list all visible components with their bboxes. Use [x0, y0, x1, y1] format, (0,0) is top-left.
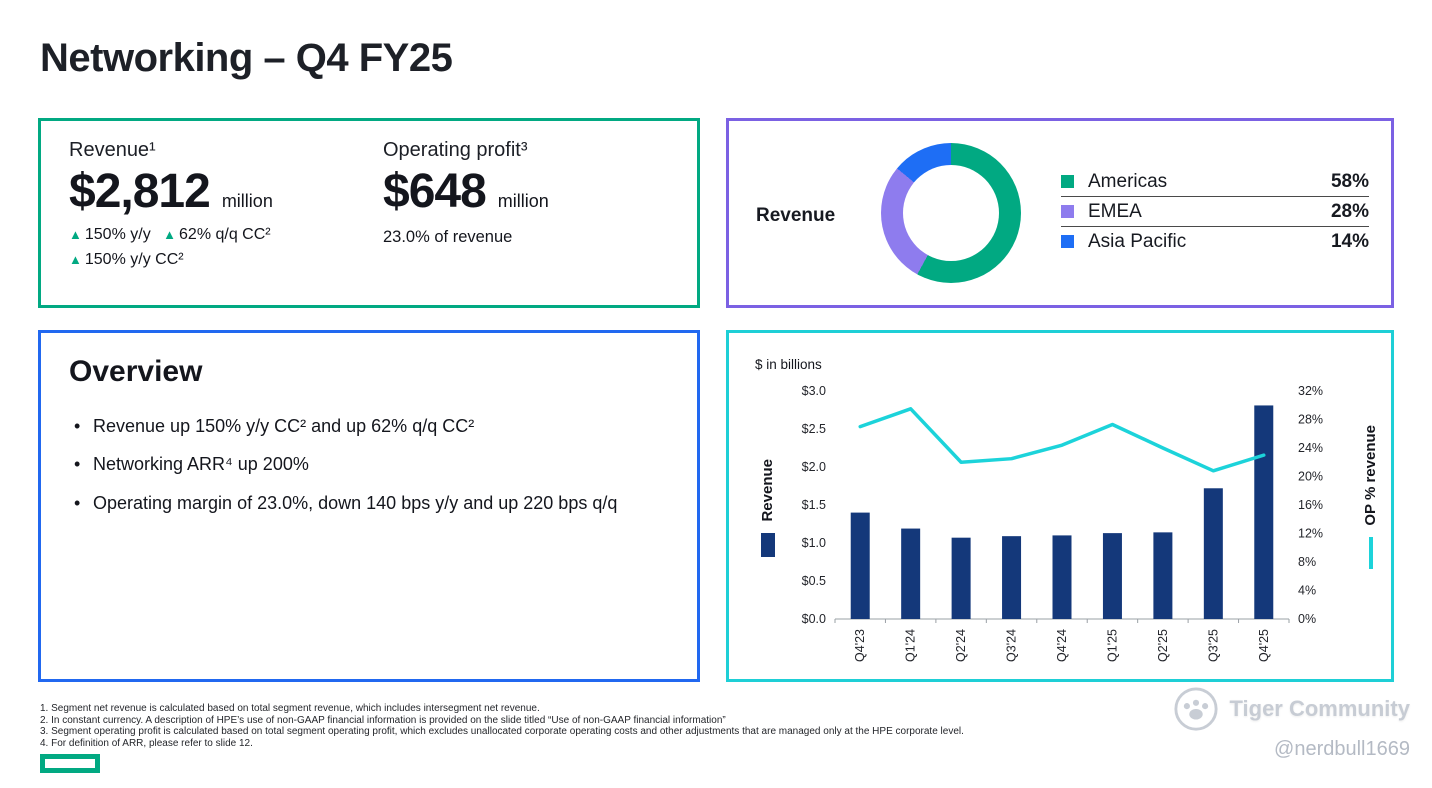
svg-text:Q2'25: Q2'25	[1156, 629, 1170, 662]
operating-profit-kpi: Operating profit³ $648 million 23.0% of …	[383, 139, 549, 247]
revenue-delta-yoy: ▲ 150% y/y	[69, 226, 151, 243]
legend-row-asia-pacific: Asia Pacific 14%	[1061, 227, 1369, 256]
svg-text:$1.5: $1.5	[802, 498, 826, 512]
revenue-delta-yoy-text: 150% y/y	[84, 226, 151, 243]
revenue-series-label: Revenue	[759, 459, 776, 522]
up-triangle-icon: ▲	[69, 227, 82, 242]
legend-row-emea: EMEA 28%	[1061, 197, 1369, 227]
revenue-deltas-row1: ▲ 150% y/y ▲ 62% q/q CC²	[69, 226, 273, 244]
asia-pacific-swatch-icon	[1061, 235, 1074, 248]
svg-text:Q4'23: Q4'23	[853, 629, 867, 662]
svg-text:4%: 4%	[1298, 584, 1316, 598]
op-line-swatch-icon	[1368, 536, 1373, 569]
up-triangle-icon: ▲	[69, 252, 82, 267]
legend-value: 14%	[1330, 230, 1369, 252]
kpi-panel: Revenue¹ $2,812 million ▲ 150% y/y ▲ 62% q…	[38, 118, 700, 308]
svg-text:Q1'24: Q1'24	[904, 629, 918, 662]
hpe-logo	[40, 754, 100, 773]
legend-label: Asia Pacific	[1088, 230, 1187, 252]
chart-units-label: $ in billions	[755, 357, 822, 372]
operating-profit-value: $648	[383, 165, 487, 218]
americas-swatch-icon	[1061, 175, 1074, 188]
revenue-delta-yoy-cc: ▲ 150% y/y CC²	[69, 251, 184, 268]
legend-row-americas: Americas 58%	[1061, 167, 1369, 197]
revenue-kpi: Revenue¹ $2,812 million ▲ 150% y/y ▲ 62% q…	[69, 139, 273, 269]
emea-swatch-icon	[1061, 205, 1074, 218]
tiger-paw-icon	[1174, 687, 1219, 731]
op-pct-series-label: OP % revenue	[1362, 425, 1379, 526]
left-axis-legend: Revenue	[759, 459, 776, 557]
watermark-brand-row: Tiger Community	[1173, 686, 1410, 732]
svg-text:$3.0: $3.0	[802, 384, 826, 398]
legend-label: EMEA	[1088, 200, 1142, 222]
operating-profit-value-row: $648 million	[383, 164, 549, 219]
overview-bullet: Networking ARR⁴ up 200%	[71, 453, 637, 477]
overview-heading: Overview	[69, 355, 203, 388]
revenue-value: $2,812	[69, 165, 211, 218]
revenue-op-chart-panel: $ in billions Revenue $0.0 $0.5 $1.0 $1.5 $2…	[726, 330, 1394, 682]
footnote: 4. For definition of ARR, please refer t…	[40, 737, 253, 749]
svg-text:Q3'24: Q3'24	[1005, 629, 1019, 662]
legend-value: 58%	[1330, 170, 1369, 192]
svg-text:$0.5: $0.5	[802, 574, 826, 588]
svg-text:24%: 24%	[1298, 441, 1323, 455]
svg-text:$0.0: $0.0	[802, 612, 826, 626]
svg-text:16%: 16%	[1298, 498, 1323, 512]
page-title: Networking – Q4 FY25	[40, 36, 453, 80]
revenue-unit: million	[221, 191, 273, 211]
revenue-donut-chart	[881, 143, 1021, 283]
svg-text:8%: 8%	[1298, 555, 1316, 569]
legend-label: Americas	[1088, 170, 1168, 192]
legend-value: 28%	[1330, 200, 1369, 222]
watermark-handle: @nerdbull1669	[1274, 738, 1410, 760]
svg-text:$2.0: $2.0	[802, 460, 826, 474]
svg-text:$2.5: $2.5	[802, 422, 826, 436]
revenue-bar-swatch-icon	[760, 532, 775, 557]
revenue-mix-legend: Americas 58% EMEA 28% Asia Pacific 14%	[1061, 167, 1369, 256]
watermark: Tiger Community @nerdbull1669	[1173, 686, 1410, 761]
svg-text:12%: 12%	[1298, 527, 1323, 541]
revenue-label: Revenue¹	[69, 139, 156, 161]
revenue-delta-qoq-text: 62% q/q CC²	[179, 226, 271, 243]
right-axis-legend: OP % revenue	[1362, 425, 1379, 569]
overview-panel: Overview Revenue up 150% y/y CC² and up …	[38, 330, 700, 682]
revenue-op-combo-chart: $0.0 $0.5 $1.0 $1.5 $2.0 $2.5 $3.0 0% 4% 8% 12% 16%…	[802, 384, 1323, 662]
revenue-delta-qoq: ▲ 62% q/q CC²	[163, 226, 270, 243]
footnote: 1. Segment net revenue is calculated bas…	[40, 703, 540, 714]
overview-bullet: Operating margin of 23.0%, down 140 bps …	[71, 492, 637, 516]
operating-profit-label: Operating profit³	[383, 139, 528, 161]
watermark-brand: Tiger Community	[1229, 696, 1410, 721]
svg-text:Q4'25: Q4'25	[1257, 629, 1271, 662]
footnote: 3. Segment operating profit is calculate…	[40, 726, 964, 738]
overview-bullet-list: Revenue up 150% y/y CC² and up 62% q/q C…	[71, 415, 637, 530]
revenue-deltas-row2: ▲ 150% y/y CC²	[69, 251, 273, 269]
footnote: 2. In constant currency. A description o…	[40, 714, 726, 726]
svg-text:32%: 32%	[1298, 384, 1323, 398]
revenue-delta-yoy-cc-text: 150% y/y CC²	[84, 251, 184, 268]
svg-text:0%: 0%	[1298, 612, 1316, 626]
revenue-mix-panel: Revenue Americas 58% EMEA 28% Asia Pacif…	[726, 118, 1394, 308]
footnotes: 1. Segment net revenue is calculated bas…	[40, 703, 1130, 749]
operating-profit-unit: million	[497, 191, 549, 211]
up-triangle-icon: ▲	[163, 227, 177, 242]
svg-text:20%: 20%	[1298, 470, 1323, 484]
overview-bullet: Revenue up 150% y/y CC² and up 62% q/q C…	[71, 415, 637, 439]
svg-text:Q3'25: Q3'25	[1206, 629, 1220, 662]
svg-text:$1.0: $1.0	[802, 536, 826, 550]
svg-text:Q2'24: Q2'24	[954, 629, 968, 662]
operating-profit-subtext: 23.0% of revenue	[383, 228, 513, 246]
revenue-value-row: $2,812 million	[69, 164, 273, 219]
svg-text:Q4'24: Q4'24	[1055, 629, 1069, 662]
revenue-mix-label: Revenue	[756, 205, 836, 226]
svg-text:28%: 28%	[1298, 413, 1323, 427]
svg-text:Q1'25: Q1'25	[1105, 629, 1119, 662]
